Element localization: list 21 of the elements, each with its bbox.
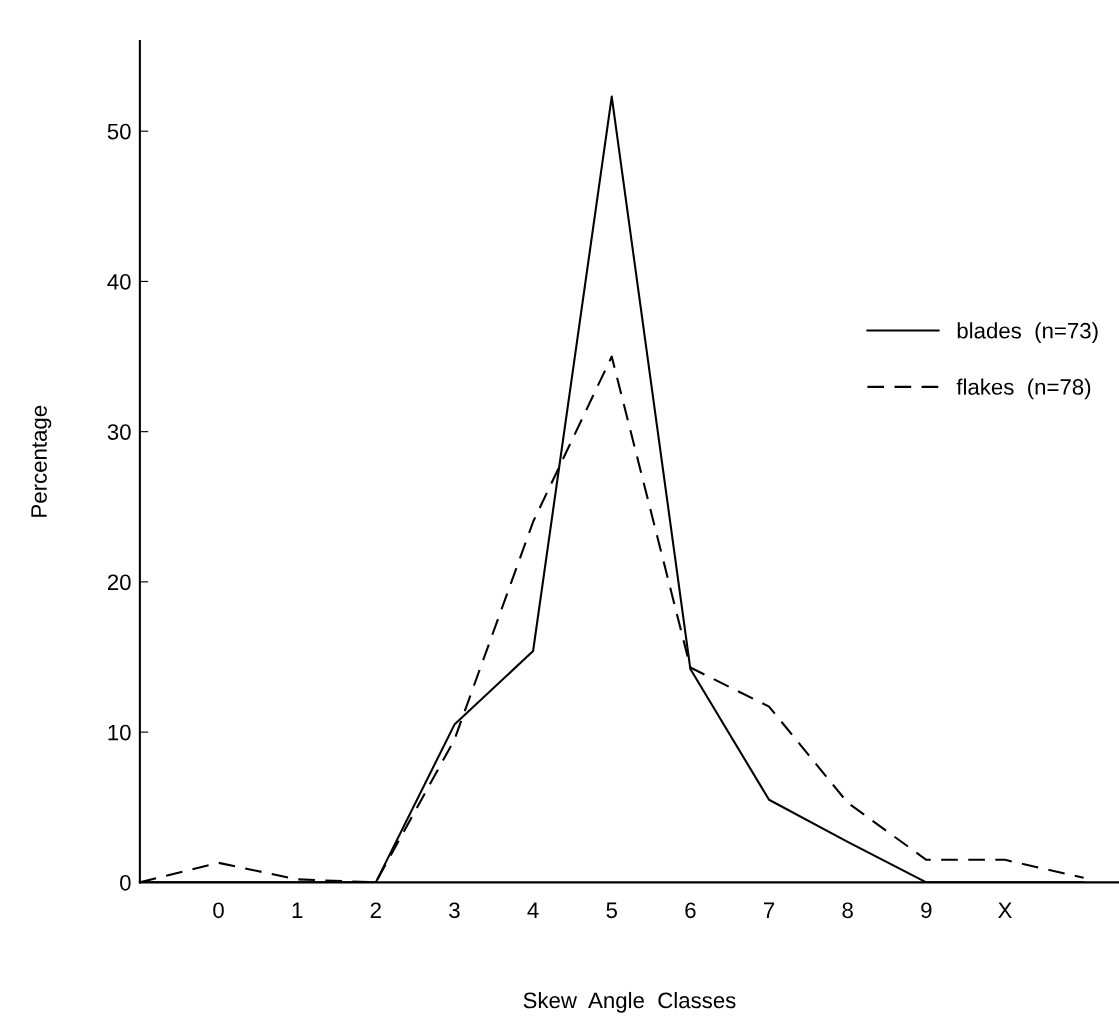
x-tick-label: 6 [685, 902, 696, 919]
y-axis-title: Percentage [31, 405, 52, 517]
x-tick-label: 8 [842, 902, 853, 919]
y-tick-label: 0 [120, 874, 131, 891]
x-tick-label: 0 [213, 902, 224, 919]
x-tick-label: 3 [449, 902, 460, 919]
x-tick-label: 9 [921, 902, 932, 919]
x-tick-label: 5 [606, 902, 617, 919]
y-tick-label: 30 [107, 424, 131, 440]
legend-label: flakes (n=78) [956, 378, 1091, 400]
x-tick-label: X [998, 902, 1012, 918]
y-tick-label: 10 [108, 724, 131, 741]
y-tick-label: 50 [107, 123, 131, 140]
legend-label: blades (n=73) [957, 322, 1098, 343]
y-tick-label: 40 [107, 273, 131, 290]
x-tick-label: 4 [527, 902, 539, 918]
x-axis-title: Skew Angle Classes [523, 991, 736, 1013]
y-tick-label: 20 [107, 574, 131, 591]
x-tick-label: 7 [763, 902, 775, 918]
x-tick-label: 1 [292, 902, 303, 918]
x-tick-label: 2 [370, 902, 381, 918]
